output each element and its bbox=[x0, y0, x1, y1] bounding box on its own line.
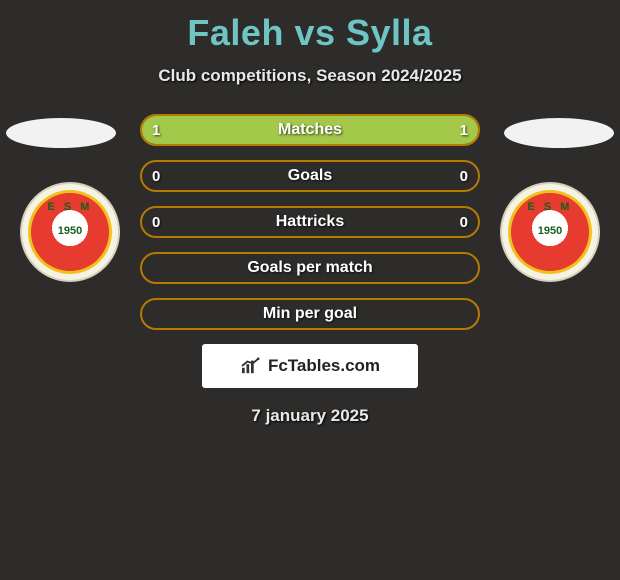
stat-label: Goals bbox=[288, 167, 332, 185]
club-badge-left: E S M 1950 bbox=[20, 182, 120, 282]
stats-bars: 1 1 Matches 0 0 Goals 0 0 Hattricks Goals per mat… bbox=[140, 114, 480, 330]
stat-value-right: 0 bbox=[460, 208, 468, 236]
badge-letters: E S M bbox=[31, 201, 109, 213]
stat-value-left: 0 bbox=[152, 162, 160, 190]
badge-letters: E S M bbox=[511, 201, 589, 213]
stat-label: Matches bbox=[278, 121, 342, 139]
stat-value-left: 0 bbox=[152, 208, 160, 236]
player-left-marker bbox=[6, 118, 116, 148]
stat-value-left: 1 bbox=[152, 116, 160, 144]
stat-row: Min per goal bbox=[140, 298, 480, 330]
chart-icon bbox=[240, 357, 262, 375]
club-badge-right: E S M 1950 bbox=[500, 182, 600, 282]
stat-value-right: 0 bbox=[460, 162, 468, 190]
stat-label: Min per goal bbox=[263, 305, 357, 323]
stat-label: Goals per match bbox=[247, 259, 372, 277]
player-right-marker bbox=[504, 118, 614, 148]
badge-year: 1950 bbox=[511, 225, 589, 237]
stat-label: Hattricks bbox=[276, 213, 344, 231]
stat-row: 1 1 Matches bbox=[140, 114, 480, 146]
watermark: FcTables.com bbox=[202, 344, 418, 388]
stat-row: Goals per match bbox=[140, 252, 480, 284]
subtitle: Club competitions, Season 2024/2025 bbox=[0, 66, 620, 86]
stat-value-right: 1 bbox=[460, 116, 468, 144]
badge-inner: E S M 1950 bbox=[28, 190, 112, 274]
date-label: 7 january 2025 bbox=[0, 406, 620, 426]
stat-row: 0 0 Hattricks bbox=[140, 206, 480, 238]
badge-inner: E S M 1950 bbox=[508, 190, 592, 274]
comparison-content: E S M 1950 E S M 1950 11Matches00Goals00… bbox=[0, 114, 620, 426]
watermark-text: FcTables.com bbox=[268, 356, 380, 376]
page-title: Faleh vs Sylla bbox=[0, 0, 620, 54]
badge-year: 1950 bbox=[31, 225, 109, 237]
stat-row: 0 0 Goals bbox=[140, 160, 480, 192]
